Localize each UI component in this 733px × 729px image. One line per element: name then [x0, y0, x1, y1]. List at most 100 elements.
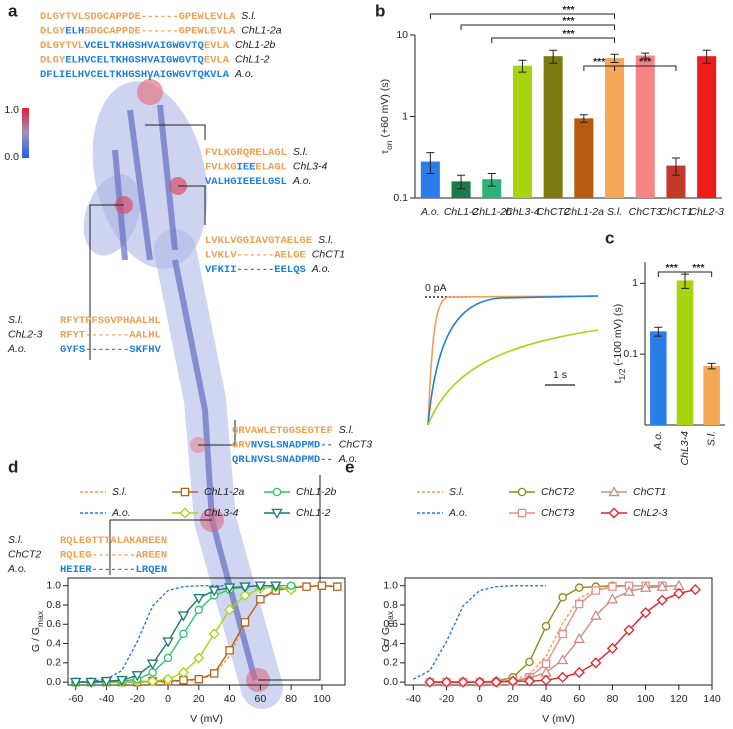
species-name: A.o.	[7, 563, 27, 575]
data-point	[523, 675, 535, 687]
x-tick-label: 100	[637, 693, 655, 705]
error-bar	[426, 152, 435, 174]
data-point	[558, 593, 567, 602]
sequence-segment: ELAGL	[255, 161, 287, 173]
data-point	[573, 632, 585, 643]
sequence-segment: RQLEGTTTALAKAREEN	[60, 535, 167, 547]
sequence: VFKII------EELQS	[205, 264, 306, 276]
y-tick-label: 0.0	[383, 676, 398, 688]
x-tick-label: S.l.	[607, 206, 622, 218]
species-name: A.o.	[338, 453, 358, 465]
y-tick-label: 0.6	[383, 618, 398, 630]
species-name: A.o.	[311, 263, 331, 275]
x-tick-label: 120	[670, 693, 688, 705]
bar	[451, 181, 471, 198]
species-name: S.l.	[293, 146, 308, 158]
sequence: RQLEGTTTALAKAREEN	[60, 535, 167, 547]
data-point	[240, 618, 250, 627]
x-tick-label: 0	[165, 693, 171, 705]
error-bar	[457, 174, 466, 190]
y-axis-label: G / Gmax	[380, 610, 395, 652]
legend-label: ChCT2	[541, 486, 574, 498]
error-bar	[707, 362, 716, 370]
sequence-segment: DFLIELHVCELTKHGSHVAIGWGVTQKVLA	[40, 69, 230, 81]
y-tick-label: 1	[402, 110, 408, 122]
legend-label: ChL1-2a	[204, 486, 244, 498]
sequence: QRLNVSLSNADPMD--	[232, 454, 333, 466]
x-tick-label: 40	[540, 693, 552, 705]
data-point	[457, 676, 469, 688]
x-tick-label: -40	[99, 693, 114, 705]
data-point	[302, 582, 311, 591]
legend-label: ChL1-2b	[296, 486, 336, 498]
species-name: ChL3-4	[293, 160, 328, 172]
data-point	[208, 628, 220, 640]
y-axis-label-sub: 1/2	[617, 368, 627, 380]
x-tick-label: -20	[130, 693, 145, 705]
data-point	[147, 675, 159, 687]
y-tick-label: 0.2	[46, 657, 61, 669]
data-point	[208, 586, 220, 597]
species-name: ChL1-2b	[235, 39, 275, 51]
sequence: DFLIELHVCELTKHGSHVAIGWGVTQKVLA	[40, 69, 230, 81]
species-name: ChCT2	[8, 548, 41, 560]
data-point	[656, 594, 668, 606]
x-tick-label: ChL3-4	[505, 206, 540, 218]
sequence-segment: DLGYTVL	[40, 40, 84, 52]
data-point	[608, 486, 620, 497]
y-tick-label: 0.0	[46, 676, 61, 688]
data-point	[623, 585, 635, 596]
x-tick-label: A.o.	[652, 431, 664, 451]
species-name: A.o.	[234, 68, 254, 80]
bar	[650, 331, 667, 425]
significance-label: ***	[562, 15, 575, 27]
y-tick-label: 1.0	[46, 579, 61, 591]
sequence-segment: ELH	[65, 25, 84, 37]
panel-label: d	[8, 457, 18, 476]
y-tick-label: 0.2	[383, 657, 398, 669]
significance-label: ***	[562, 28, 575, 40]
sequence-segment: SDGCAPPDE------GPEWLEVLA	[84, 25, 236, 37]
y-tick-label: 0.4	[383, 637, 398, 649]
species-name: ChL1-2	[235, 53, 270, 65]
significance-bracket	[614, 65, 677, 71]
sequence: VALHGIEEELGSL	[205, 176, 287, 188]
data-point	[490, 676, 502, 688]
legend-label: ChL2-3	[633, 507, 668, 519]
series-line	[429, 585, 679, 683]
sequence: HEIER-------LRQEN	[60, 564, 167, 576]
x-tick-label: -40	[406, 693, 421, 705]
data-point	[148, 668, 157, 677]
data-point	[239, 589, 251, 601]
sequence: DLGYELHVCELTKHGSHVAIGWGVTQEVLA	[40, 54, 230, 66]
x-tick-label: 60	[255, 693, 267, 705]
data-point	[69, 677, 82, 689]
y-axis-label-sub: max	[385, 610, 395, 627]
x-tick-label: ChL1-2b	[472, 206, 512, 218]
sequence: GYFS-------SKFHV	[60, 344, 162, 356]
data-point	[193, 593, 205, 605]
sequence-segment: FVLKGRQRELAGL	[205, 147, 287, 159]
data-point	[131, 671, 143, 682]
data-point	[424, 676, 436, 688]
significance-bracket	[684, 271, 713, 277]
species-name: S.l.	[8, 534, 23, 546]
plot-frame	[404, 577, 713, 686]
error-bar	[610, 53, 619, 63]
sequence: DLGYTVLSDGCAPPDE------GPEWLEVLA	[40, 11, 236, 23]
bar	[703, 366, 720, 425]
y-tick-label: 1	[632, 277, 638, 289]
species-name: ChL1-2a	[241, 24, 281, 36]
data-point	[590, 609, 602, 620]
y-axis-label: t1/2 (-100 mV) (s)	[612, 304, 627, 384]
data-point	[517, 487, 527, 497]
data-point	[639, 581, 652, 592]
x-tick-label: 100	[313, 693, 331, 705]
legend-label: ChL3-4	[204, 507, 239, 519]
data-point	[116, 675, 128, 687]
x-tick-label: 40	[224, 693, 236, 705]
sequence: RFYT-------AALHL	[60, 329, 161, 341]
data-point	[608, 507, 620, 519]
color-bar	[22, 108, 29, 158]
y-axis-label: G / Gmax	[30, 610, 45, 652]
